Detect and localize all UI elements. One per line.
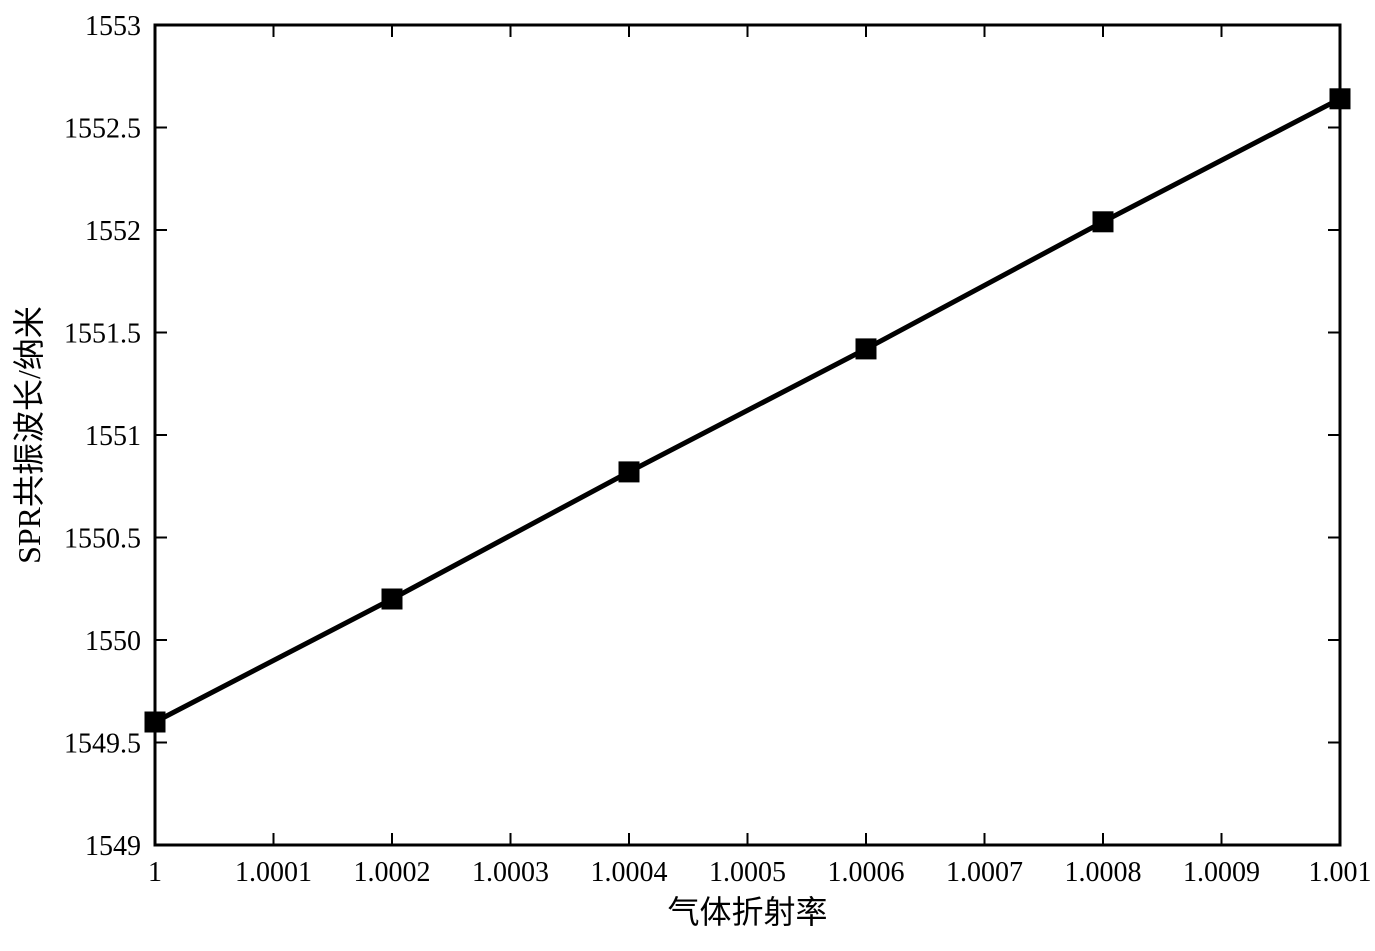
y-tick-label: 1551.5 (64, 319, 141, 350)
x-tick-label: 1.0002 (354, 857, 431, 888)
data-marker (145, 712, 165, 732)
x-tick-label: 1.0001 (235, 857, 312, 888)
y-tick-label: 1553 (85, 11, 141, 42)
data-marker (856, 339, 876, 359)
x-tick-label: 1.0008 (1065, 857, 1142, 888)
y-axis-label: SPR共振波长/纳米 (11, 306, 47, 564)
y-tick-label: 1550.5 (64, 524, 141, 555)
x-tick-label: 1.001 (1309, 857, 1372, 888)
y-tick-label: 1549 (85, 831, 141, 862)
line-chart: 1 1.0001 1.0002 1.0003 1.0004 1.0005 1.0006 1.0… (0, 0, 1375, 951)
data-marker (1330, 89, 1350, 109)
y-tick-label: 1552.5 (64, 114, 141, 145)
data-marker (1093, 212, 1113, 232)
data-marker (619, 462, 639, 482)
chart-container: 1 1.0001 1.0002 1.0003 1.0004 1.0005 1.0006 1.0… (0, 0, 1375, 951)
x-tick-label: 1 (148, 857, 162, 888)
y-tick-label: 1551 (85, 421, 141, 452)
x-tick-label: 1.0003 (472, 857, 549, 888)
x-axis-label: 气体折射率 (667, 894, 827, 930)
y-tick-label: 1549.5 (64, 729, 141, 760)
x-tick-label: 1.0009 (1183, 857, 1260, 888)
data-marker (382, 589, 402, 609)
x-tick-label: 1.0004 (591, 857, 668, 888)
y-tick-label: 1550 (85, 626, 141, 657)
x-tick-label: 1.0007 (946, 857, 1023, 888)
x-tick-label: 1.0006 (828, 857, 905, 888)
x-tick-label: 1.0005 (709, 857, 786, 888)
y-tick-label: 1552 (85, 216, 141, 247)
